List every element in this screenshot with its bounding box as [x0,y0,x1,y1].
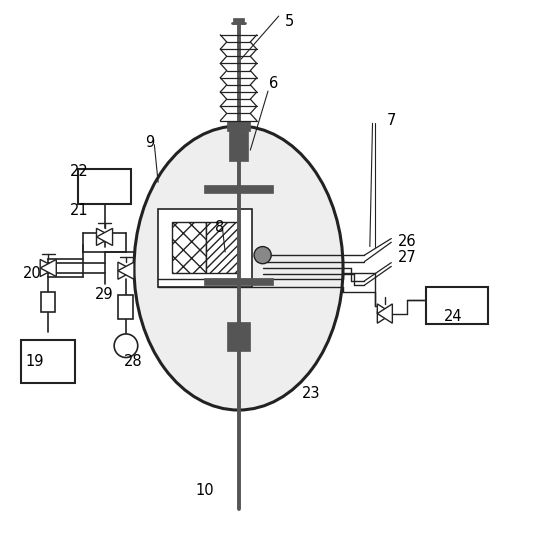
Ellipse shape [134,126,343,410]
Circle shape [114,334,138,358]
Bar [158,209,252,287]
Bar [118,295,133,319]
Text: 10: 10 [196,483,214,498]
Text: 8: 8 [215,220,225,235]
Bar [233,18,244,24]
Text: 23: 23 [302,386,320,401]
Bar [426,287,488,324]
Circle shape [254,247,271,264]
Text: 27: 27 [398,250,416,265]
Polygon shape [96,228,113,245]
Bar [21,340,75,383]
Bar [204,278,273,285]
Text: 9: 9 [145,135,155,150]
Polygon shape [118,262,134,279]
Polygon shape [40,259,56,277]
Text: 29: 29 [95,287,114,302]
Bar [206,222,239,273]
Bar [204,185,273,193]
Text: 21: 21 [70,203,88,218]
Polygon shape [118,262,134,279]
Text: 26: 26 [398,234,416,249]
Text: 19: 19 [26,354,44,369]
Polygon shape [377,304,392,323]
Text: 5: 5 [285,14,294,29]
Text: 28: 28 [124,354,142,369]
Text: 20: 20 [23,266,41,281]
Polygon shape [377,304,392,323]
Polygon shape [40,259,56,277]
Bar [41,292,55,312]
Bar [78,169,131,204]
Bar [172,222,206,273]
Bar [227,121,250,131]
Bar [229,131,248,161]
Text: 22: 22 [70,164,88,179]
Text: 7: 7 [386,113,396,128]
Bar [227,322,250,351]
Text: 6: 6 [269,76,278,91]
Text: 24: 24 [444,309,462,324]
Polygon shape [96,228,113,245]
